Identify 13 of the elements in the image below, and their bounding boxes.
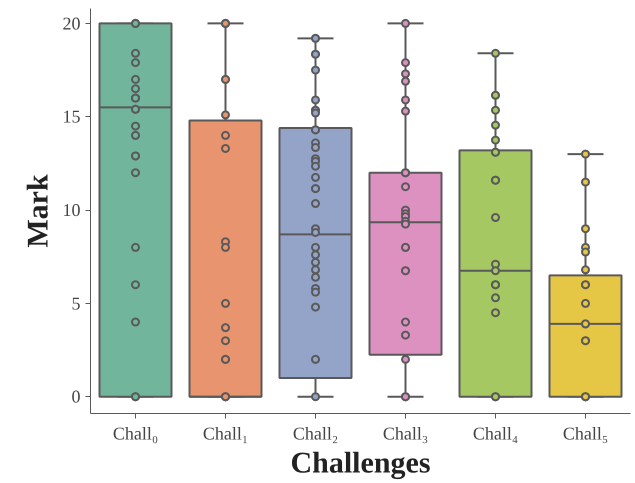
x-tick-label: Chall₀ <box>112 424 158 444</box>
y-tick-label: 5 <box>72 293 80 314</box>
y-axis-title: Mark <box>22 174 54 248</box>
x-axis-title: Challenges <box>290 446 431 480</box>
y-tick-label: 10 <box>62 200 80 220</box>
x-tick-label: Chall₅ <box>562 424 608 444</box>
y-tick-label: 20 <box>62 13 80 34</box>
y-tick-label: 15 <box>62 106 80 127</box>
x-tick-label: Chall₁ <box>202 424 248 444</box>
y-tick-label: 0 <box>72 386 80 407</box>
x-tick-label: Chall₃ <box>382 424 428 444</box>
x-tick-label: Chall₂ <box>292 424 338 444</box>
x-tick-label: Chall₄ <box>472 424 518 444</box>
